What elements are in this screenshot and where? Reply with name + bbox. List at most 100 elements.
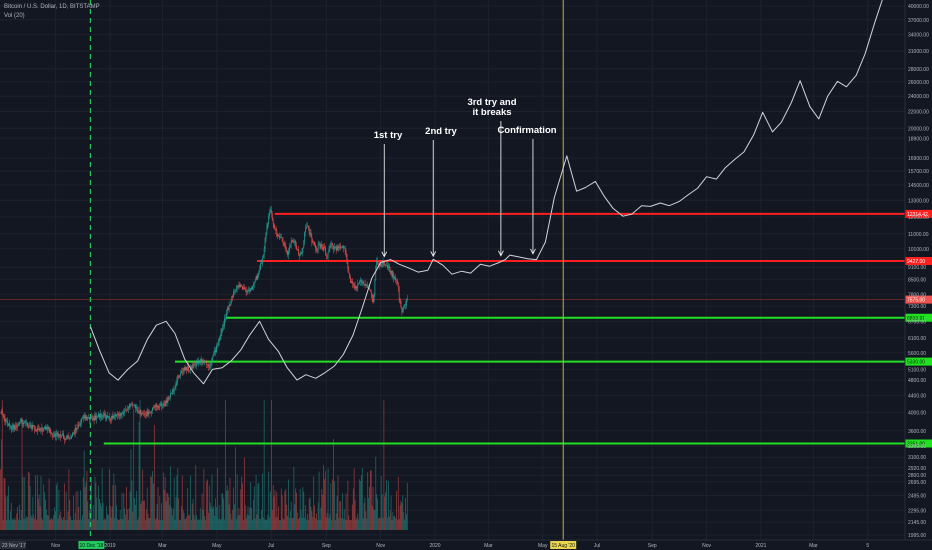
volume-bar xyxy=(180,519,181,530)
candle-body xyxy=(259,269,261,273)
candle-body xyxy=(90,416,91,420)
candle-body xyxy=(397,283,399,288)
volume-bar xyxy=(101,468,103,530)
volume-bar xyxy=(22,477,24,530)
volume-bar xyxy=(164,477,166,530)
volume-bar xyxy=(64,519,66,530)
volume-bar xyxy=(281,495,283,530)
candle-body xyxy=(34,426,36,430)
candle-body xyxy=(39,428,41,430)
volume-bar xyxy=(95,482,97,530)
candle-body xyxy=(314,242,315,245)
candle-body xyxy=(199,362,201,363)
volume-bar xyxy=(135,490,137,530)
candle-body xyxy=(262,254,264,259)
candle-body xyxy=(119,413,121,417)
candle-body xyxy=(370,289,371,292)
volume-bar xyxy=(191,503,193,530)
candle-body xyxy=(203,361,205,363)
candle-body xyxy=(211,358,213,363)
candle-body xyxy=(33,425,35,427)
volume-bar xyxy=(113,473,115,530)
volume-bar xyxy=(225,490,227,530)
volume-bar xyxy=(135,504,136,530)
volume-bar xyxy=(36,519,37,530)
candle-body xyxy=(91,416,92,418)
candle-body xyxy=(207,364,208,366)
volume-bar xyxy=(229,477,231,530)
volume-bar xyxy=(108,515,109,530)
candle-body xyxy=(306,226,307,229)
volume-bar xyxy=(130,449,132,530)
volume-bar xyxy=(271,510,273,530)
volume-bar xyxy=(324,470,326,530)
candle-body xyxy=(91,416,93,421)
y-tick-label: 40000.00 xyxy=(908,4,929,10)
candle-body xyxy=(145,414,147,417)
volume-bar xyxy=(393,516,395,530)
candle-body xyxy=(22,423,24,424)
volume-bar xyxy=(146,487,148,530)
candle-body xyxy=(271,213,273,221)
candle-body xyxy=(41,427,43,429)
volume-bar xyxy=(343,509,345,530)
candle-body xyxy=(348,269,350,274)
time-axis[interactable]: Nov 2019 Mar May Jul Sep Nov 2020 Mar May Jul Sep No… xyxy=(0,539,932,549)
candle-body xyxy=(38,428,40,431)
candle-body xyxy=(3,416,5,418)
volume-bar xyxy=(347,480,349,530)
volume-bar xyxy=(221,493,223,530)
volume-bar xyxy=(103,519,105,530)
volume-bar xyxy=(276,491,278,530)
volume-bar xyxy=(215,498,216,530)
candle-body xyxy=(121,413,123,416)
volume-bar xyxy=(171,515,173,530)
volume-bar xyxy=(169,504,171,530)
volume-bar xyxy=(173,477,175,530)
volume-bar xyxy=(342,493,343,530)
volume-bar xyxy=(30,515,32,530)
y-tick-label: 9100.00 xyxy=(908,265,926,271)
volume-bar xyxy=(245,518,247,530)
volume-bar xyxy=(40,476,42,530)
candle-body xyxy=(53,435,54,437)
candle-body xyxy=(233,291,234,298)
volume-bar xyxy=(278,506,279,530)
candle-body xyxy=(279,236,280,239)
volume-bar xyxy=(91,519,93,530)
volume-bar xyxy=(203,468,205,530)
volume-bar xyxy=(138,421,140,530)
candle-body xyxy=(88,417,90,418)
volume-bar xyxy=(160,519,162,530)
volume-bar xyxy=(0,439,2,530)
volume-bar xyxy=(136,519,138,530)
candle-body xyxy=(208,364,209,368)
price-axis[interactable]: 40000.00 37000.00 34000.00 31000.00 28000.00… xyxy=(904,0,929,540)
volume-bar xyxy=(165,501,167,530)
candle-body xyxy=(7,421,9,426)
candle-body xyxy=(271,209,272,214)
x-tick-label: May xyxy=(212,543,222,549)
candle-body xyxy=(316,248,317,251)
candle-body xyxy=(147,411,149,414)
volume-bar xyxy=(396,490,397,530)
volume-bar xyxy=(171,507,172,530)
candle-body xyxy=(380,264,382,266)
volume-bar xyxy=(225,400,226,530)
candle-body xyxy=(296,245,297,250)
candle-body xyxy=(136,407,138,412)
y-tick-label: 10100.00 xyxy=(908,247,929,253)
volume-bar xyxy=(326,512,328,530)
candle-body xyxy=(377,261,378,264)
candle-body xyxy=(364,284,366,285)
candle-body xyxy=(250,288,252,292)
volume-bar xyxy=(60,511,62,530)
candle-body xyxy=(18,424,19,426)
volume-bar xyxy=(375,456,377,530)
annotation-arrowhead xyxy=(430,251,437,258)
chart-legend: Bitcoin / U.S. Dollar, 1D, BITSTAMP Vol … xyxy=(4,3,100,21)
volume-bar xyxy=(369,470,371,530)
candle-body xyxy=(27,422,28,427)
volume-bar xyxy=(43,484,45,530)
